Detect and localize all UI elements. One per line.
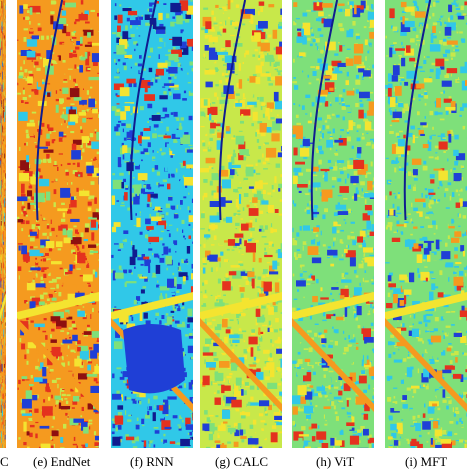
classification-map-calc [200,0,282,448]
caption-rnn: (f) RNN [130,454,174,469]
map-canvas [200,0,282,448]
map-canvas [292,0,374,448]
classification-map-endnet [17,0,99,448]
classification-map-rnn [111,0,193,448]
classification-map-vit [292,0,374,448]
classification-map-c [0,0,6,448]
caption-c: C [0,454,9,469]
map-canvas [111,0,193,448]
map-canvas [0,0,6,448]
caption-mft: (i) MFT [405,454,448,469]
map-canvas [17,0,99,448]
classification-map-mft [385,0,467,448]
map-canvas [385,0,467,448]
caption-vit: (h) ViT [316,454,355,469]
caption-endnet: (e) EndNet [33,454,91,469]
caption-calc: (g) CALC [215,454,269,469]
